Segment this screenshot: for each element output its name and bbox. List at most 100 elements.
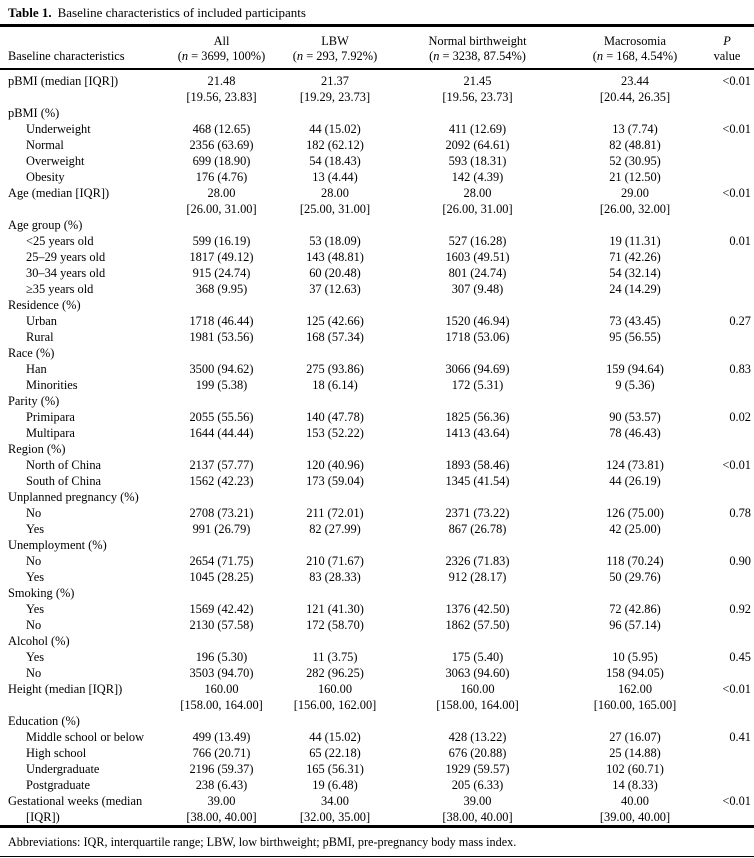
data-cell: 9 (5.36) [615, 378, 655, 392]
p-value-cell: 0.27 [729, 314, 751, 328]
data-cell: 676 (20.88) [448, 746, 507, 760]
data-cell: 175 (5.40) [451, 650, 504, 664]
row-label: Race (%) [8, 346, 55, 360]
row-label: Gestational weeks (median [IQR]) [8, 794, 143, 824]
row-label: Overweight [26, 154, 85, 168]
data-cell: 275 (93.86) [306, 362, 364, 376]
row-label: <25 years old [26, 234, 94, 248]
data-cell: 71 (42.26) [609, 250, 661, 264]
data-cell: 915 (24.74) [192, 266, 251, 280]
p-value-cell [700, 569, 754, 585]
p-value-cell [700, 297, 754, 313]
data-cell: 34.00 [32.00, 35.00] [299, 794, 371, 824]
data-cell: 173 (59.04) [306, 474, 364, 488]
data-cell [385, 489, 570, 505]
data-cell [570, 297, 700, 313]
table-row: Yes 991 (26.79) 82 (27.99) 867 (26.78) 42 (2… [0, 521, 754, 537]
p-value-cell [700, 249, 754, 265]
data-cell: 991 (26.79) [192, 522, 251, 536]
data-cell: 428 (13.22) [448, 730, 507, 744]
row-label: High school [26, 746, 87, 760]
row-label: Yes [26, 570, 45, 584]
data-cell: 44 (15.02) [309, 122, 361, 136]
table-row: Residence (%) [0, 297, 754, 313]
p-value-cell [700, 265, 754, 281]
data-cell: 1376 (42.50) [445, 602, 510, 616]
data-cell: 25 (14.88) [609, 746, 661, 760]
row-label: Education (%) [8, 714, 80, 728]
baseline-characteristics-table: Baseline characteristics All (n = 3699, 1… [0, 27, 754, 825]
column-header-macrosomia: Macrosomia (n = 168, 4.54%) [570, 27, 700, 70]
table-row: Overweight 699 (18.90) 54 (18.43) 593 (18.3… [0, 153, 754, 169]
p-value-cell [700, 329, 754, 345]
data-cell: 39.00 [38.00, 40.00] [442, 794, 513, 824]
data-cell: 28.00 [26.00, 31.00] [442, 186, 513, 216]
data-cell: 50 (29.76) [609, 570, 661, 584]
row-label: 30–34 years old [26, 266, 106, 280]
p-value-cell [700, 105, 754, 121]
row-label: Height (median [IQR]) [8, 682, 123, 696]
data-cell: 28.00 [26.00, 31.00] [186, 186, 257, 216]
p-value-cell: <0.01 [722, 186, 751, 200]
row-label: Yes [26, 650, 45, 664]
row-label: Obesity [26, 170, 65, 184]
table-row: Yes 1569 (42.42) 121 (41.30) 1376 (42.50) 72… [0, 601, 754, 617]
data-cell [285, 713, 385, 729]
table-row: South of China 1562 (42.23) 173 (59.04) 134… [0, 473, 754, 489]
table-row: Middle school or below 499 (13.49) 44 (15.… [0, 729, 754, 745]
row-label: Unplanned pregnancy (%) [8, 490, 139, 504]
data-cell: 468 (12.65) [192, 122, 251, 136]
table-row: Multipara 1644 (44.44) 153 (52.22) 1413 (43… [0, 425, 754, 441]
p-value-cell: <0.01 [722, 794, 751, 808]
data-cell [385, 217, 570, 233]
table-row: Underweight 468 (12.65) 44 (15.02) 411 (12.… [0, 121, 754, 137]
data-cell: 499 (13.49) [192, 730, 251, 744]
data-cell: 44 (15.02) [309, 730, 361, 744]
data-cell: 172 (5.31) [451, 378, 504, 392]
data-cell: 120 (40.96) [306, 458, 364, 472]
data-cell: 54 (18.43) [309, 154, 361, 168]
data-cell: 1893 (58.46) [445, 458, 510, 472]
data-cell [285, 633, 385, 649]
row-label: Age group (%) [8, 218, 83, 232]
table-row: Region (%) [0, 441, 754, 457]
p-value-cell [700, 217, 754, 233]
table-row: pBMI (%) [0, 105, 754, 121]
p-value-cell [700, 473, 754, 489]
p-value-cell [700, 777, 754, 793]
row-label: Urban [26, 314, 57, 328]
top-rule [0, 24, 754, 27]
data-cell: 82 (48.81) [609, 138, 661, 152]
p-value-cell [700, 633, 754, 649]
table-row: Parity (%) [0, 393, 754, 409]
data-cell [570, 537, 700, 553]
data-cell: 44 (26.19) [609, 474, 661, 488]
p-value-cell [700, 585, 754, 601]
table-row: Yes 1045 (28.25) 83 (28.33) 912 (28.17) 50 (… [0, 569, 754, 585]
data-cell: 121 (41.30) [306, 602, 364, 616]
data-cell: 42 (25.00) [609, 522, 661, 536]
data-cell [158, 345, 285, 361]
data-cell: 72 (42.86) [609, 602, 661, 616]
data-cell [385, 393, 570, 409]
table-row: Urban 1718 (46.44) 125 (42.66) 1520 (46.94)… [0, 313, 754, 329]
table-row: 25–29 years old 1817 (49.12) 143 (48.81) 16… [0, 249, 754, 265]
data-cell: 21.45 [19.56, 23.73] [442, 74, 513, 104]
row-label: pBMI (median [IQR]) [8, 74, 119, 88]
data-cell [158, 297, 285, 313]
data-cell: 238 (6.43) [195, 778, 248, 792]
data-cell: 160.00 [158.00, 164.00] [180, 682, 263, 712]
row-label: Normal [26, 138, 64, 152]
data-cell [385, 585, 570, 601]
row-label: Smoking (%) [8, 586, 75, 600]
data-cell [385, 345, 570, 361]
p-value-cell [700, 169, 754, 185]
data-cell: 527 (16.28) [448, 234, 507, 248]
data-cell: 14 (8.33) [612, 778, 658, 792]
table-row: Primipara 2055 (55.56) 140 (47.78) 1825 (56… [0, 409, 754, 425]
page-bottom-rule [0, 856, 754, 857]
p-value-cell [700, 441, 754, 457]
data-cell: 18 (6.14) [312, 378, 358, 392]
table-row: No 2654 (71.75) 210 (71.67) 2326 (71.83) 118… [0, 553, 754, 569]
table-row: No 3503 (94.70) 282 (96.25) 3063 (94.60) 158… [0, 665, 754, 681]
